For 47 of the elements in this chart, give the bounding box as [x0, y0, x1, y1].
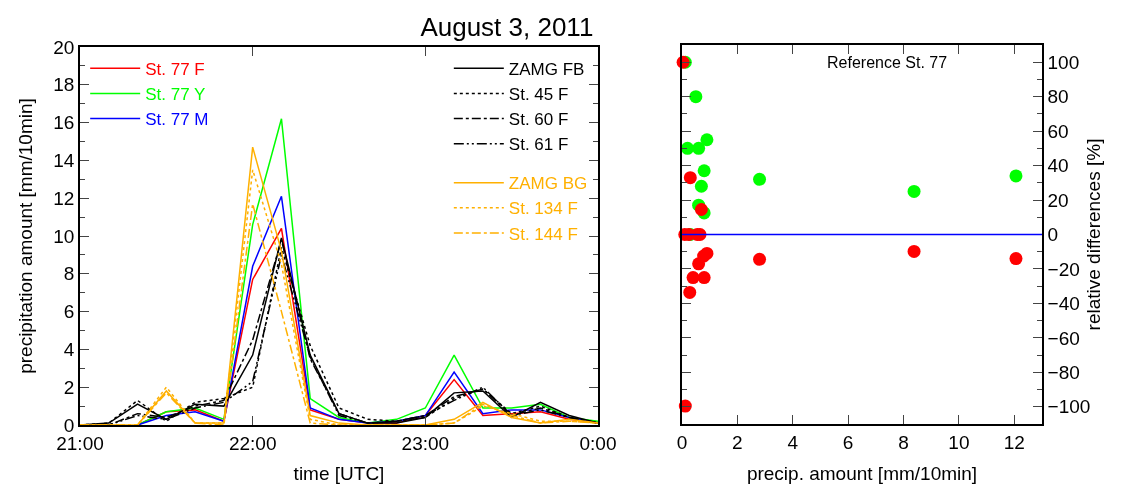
- y-tick-label: 0: [1047, 224, 1059, 246]
- y-tick-label: 40: [1047, 155, 1069, 177]
- legend-label: St. 77 F: [145, 59, 205, 79]
- y-tick-label: 18: [53, 74, 75, 96]
- legend-label: ZAMG FB: [508, 59, 585, 79]
- legend-label: St. 60 F: [508, 110, 569, 130]
- y-axis-title: precipitation amount [mm/10min]: [14, 98, 36, 374]
- x-tick-label: 22:00: [228, 432, 277, 454]
- x-tick-label: 12: [1003, 431, 1025, 453]
- legend-label: St. 134 F: [508, 199, 578, 219]
- x-tick-label: 23:00: [401, 432, 450, 454]
- legend-label: St. 77 M: [145, 110, 209, 130]
- y-tick-label: 4: [63, 339, 75, 361]
- x-tick-label: 0: [676, 431, 688, 453]
- x-tick-label: 10: [948, 431, 970, 453]
- y-tick-label: −60: [1047, 327, 1080, 349]
- y-tick-label: 80: [1047, 86, 1069, 108]
- x-axis-title: time [UTC]: [293, 463, 385, 484]
- y-tick-label: −40: [1047, 293, 1080, 315]
- x-tick-label: 2: [732, 431, 743, 453]
- y-tick-label: 14: [53, 150, 75, 172]
- x-tick-label: 8: [898, 431, 909, 453]
- y-tick-label: 8: [63, 263, 75, 285]
- legend-label: St. 77 Y: [145, 85, 206, 105]
- y-tick-label: −100: [1047, 396, 1091, 418]
- legend-label: St. 144 F: [508, 224, 578, 244]
- y-tick-label: 20: [1047, 189, 1069, 211]
- y-tick-label: 16: [53, 112, 75, 134]
- y-tick-label: 20: [53, 36, 75, 58]
- x-tick-label: 0:00: [579, 432, 617, 454]
- x-tick-label: 6: [842, 431, 854, 453]
- legend-label: St. 61 F: [508, 135, 569, 155]
- chart-title: August 3, 2011: [420, 12, 594, 43]
- y-tick-label: −80: [1047, 361, 1080, 383]
- annotation: Reference St. 77: [827, 54, 948, 71]
- y-tick-label: 2: [63, 376, 75, 398]
- y-tick-label: 6: [63, 301, 75, 323]
- y-tick-label: 100: [1047, 51, 1080, 73]
- y-tick-label: −20: [1047, 258, 1080, 280]
- y-tick-label: 10: [53, 225, 75, 247]
- legend-label: St. 45 F: [508, 85, 569, 105]
- x-axis-title: precip. amount [mm/10min]: [746, 463, 978, 484]
- y-tick-label: 12: [53, 187, 75, 209]
- legend-label: ZAMG BG: [508, 174, 588, 194]
- y-tick-label: 60: [1047, 120, 1069, 142]
- y-axis-title: relative differences [%]: [1083, 138, 1104, 331]
- x-tick-label: 4: [787, 431, 799, 453]
